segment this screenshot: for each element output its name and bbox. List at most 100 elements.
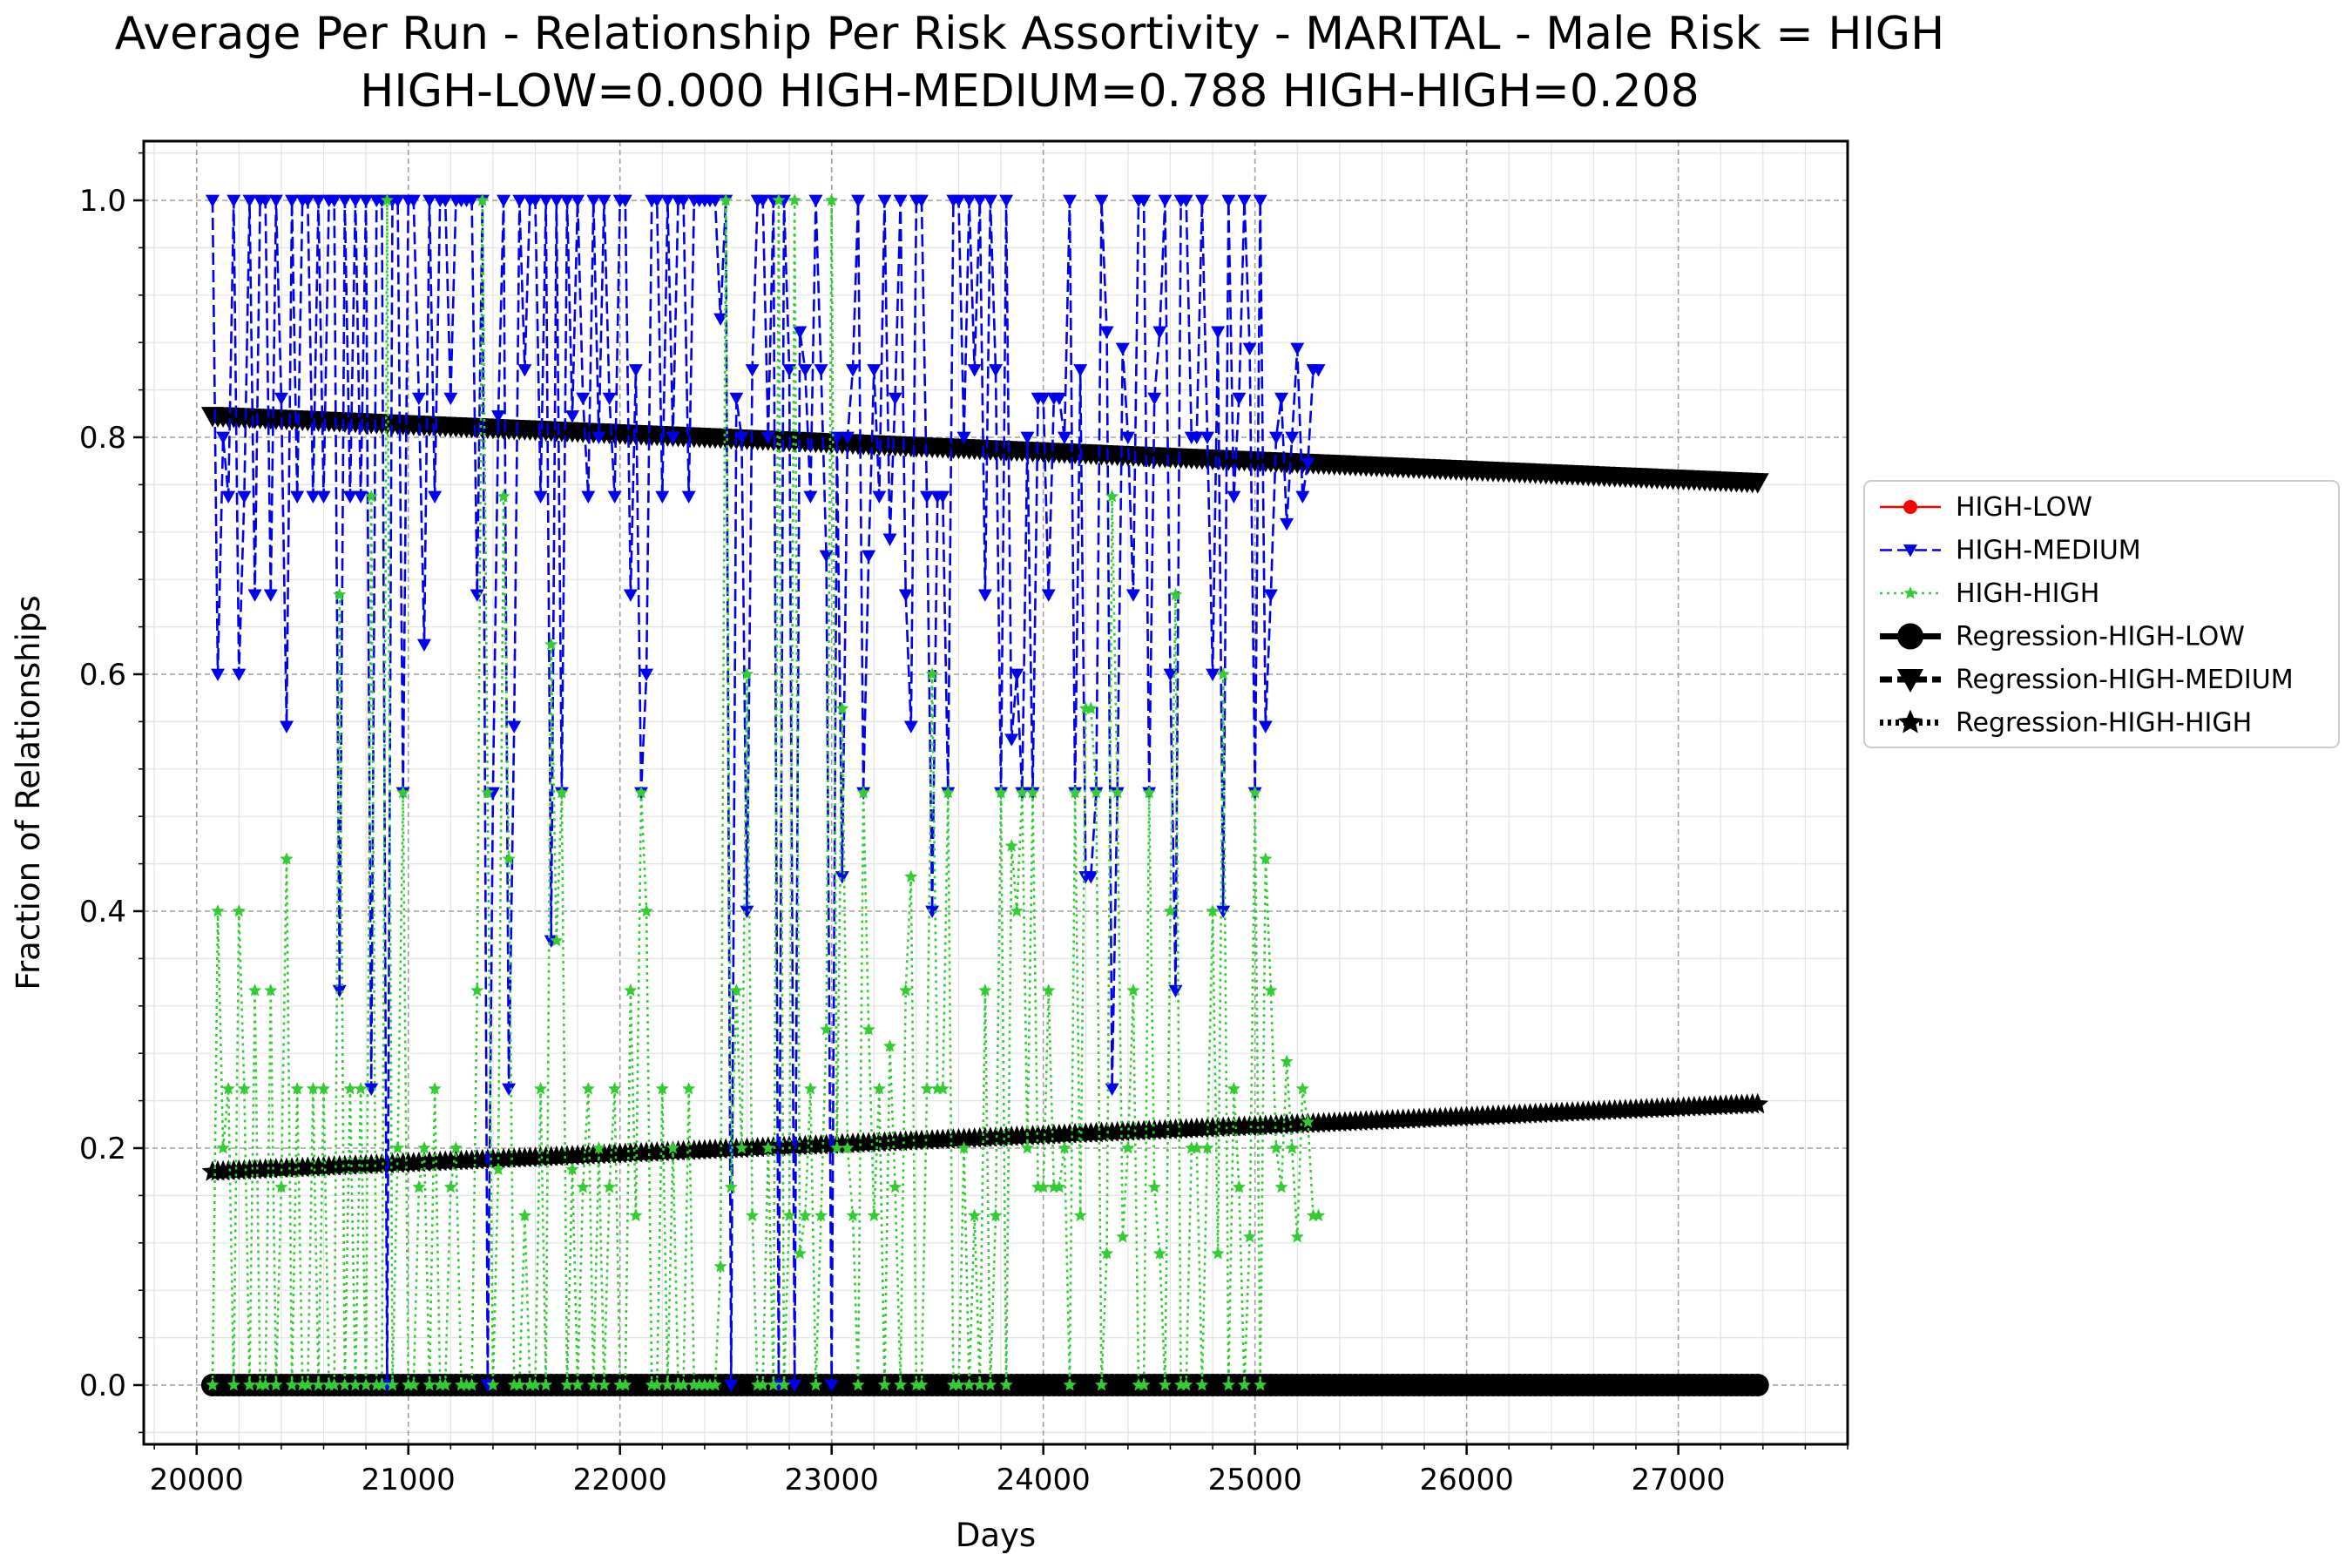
data-point — [999, 194, 1014, 207]
data-point — [1004, 733, 1019, 747]
y-tick-label: 0.8 — [79, 421, 126, 456]
data-point — [681, 490, 696, 504]
data-point — [956, 1141, 971, 1154]
data-point — [713, 313, 728, 326]
chart-subtitle: HIGH-LOW=0.000 HIGH-MEDIUM=0.788 HIGH-HI… — [360, 65, 1699, 118]
x-tick-label: 21000 — [362, 1463, 456, 1497]
data-point — [1063, 1378, 1077, 1391]
data-point — [565, 410, 580, 423]
data-point — [867, 364, 882, 377]
regression-point — [1747, 1092, 1769, 1114]
data-point — [999, 1378, 1013, 1391]
data-point — [1089, 786, 1103, 799]
data-point — [977, 589, 992, 602]
data-point — [608, 1082, 622, 1095]
data-point — [285, 194, 300, 207]
data-point — [211, 904, 225, 917]
data-point — [772, 193, 786, 206]
data-point — [306, 490, 321, 504]
data-point — [729, 983, 743, 997]
data-point — [1211, 1247, 1225, 1260]
data-point — [1020, 431, 1035, 444]
data-point — [820, 1023, 834, 1036]
data-point — [581, 1082, 595, 1095]
data-point — [862, 550, 876, 563]
x-axis-label: Days — [956, 1517, 1036, 1554]
data-point — [1147, 392, 1162, 406]
data-point — [1094, 194, 1109, 207]
data-point — [359, 194, 374, 207]
data-point — [338, 1378, 352, 1391]
data-point — [1285, 1141, 1299, 1154]
data-point — [967, 364, 982, 377]
data-point — [586, 194, 601, 207]
data-point — [746, 1208, 760, 1221]
data-point — [1200, 1141, 1214, 1154]
x-tick-label: 23000 — [785, 1463, 879, 1497]
data-point — [650, 194, 665, 207]
data-point — [538, 194, 553, 207]
data-point — [1152, 1247, 1166, 1260]
series-line — [211, 199, 1319, 1387]
data-point — [1042, 983, 1056, 997]
data-point — [872, 1082, 886, 1095]
regression-point — [1746, 473, 1769, 494]
data-point — [1100, 1247, 1114, 1260]
data-point — [375, 1378, 389, 1391]
data-point — [899, 983, 913, 997]
data-point — [708, 1378, 722, 1391]
data-point — [893, 194, 908, 207]
data-point — [973, 1378, 987, 1391]
data-point — [914, 194, 929, 207]
data-point — [597, 194, 612, 207]
legend: HIGH-LOW HIGH-MEDIUM HIGH-HIGH Regression-H… — [1863, 480, 2340, 748]
data-point — [1216, 905, 1231, 918]
data-point — [1115, 342, 1130, 355]
legend-swatch-marker — [1903, 544, 1917, 558]
data-point — [925, 667, 939, 680]
data-point — [528, 194, 543, 207]
data-point — [1010, 904, 1024, 917]
data-point — [1253, 194, 1267, 207]
data-point — [745, 364, 760, 377]
data-point — [1020, 1141, 1035, 1154]
data-point — [396, 786, 410, 799]
data-point — [1158, 1378, 1172, 1391]
data-point — [719, 193, 733, 206]
legend-item: Regression-HIGH-MEDIUM — [1880, 665, 2294, 695]
data-point — [342, 490, 357, 504]
data-point — [1200, 431, 1214, 444]
data-point — [898, 589, 913, 602]
data-point — [1116, 1230, 1130, 1243]
data-point — [814, 364, 828, 377]
data-point — [1274, 392, 1289, 406]
data-point — [1216, 667, 1230, 680]
data-point — [586, 1378, 600, 1391]
data-point — [787, 1379, 802, 1392]
data-point — [808, 1378, 823, 1391]
legend-label: HIGH-HIGH — [1956, 578, 2099, 609]
data-point — [951, 194, 966, 207]
data-point — [1295, 1082, 1309, 1095]
data-point — [1190, 1141, 1204, 1154]
data-point — [550, 934, 564, 947]
data-point — [416, 639, 431, 652]
x-tick-label: 24000 — [997, 1463, 1091, 1497]
data-point — [258, 194, 273, 207]
data-point — [311, 194, 326, 207]
data-point — [618, 194, 632, 207]
data-point — [824, 1379, 839, 1392]
data-point — [221, 490, 236, 504]
y-tick-label: 0.6 — [79, 658, 126, 693]
data-point — [428, 490, 443, 504]
x-tick-label: 22000 — [573, 1463, 667, 1497]
data-point — [1121, 1141, 1135, 1154]
data-point — [877, 194, 892, 207]
data-point — [269, 1378, 283, 1391]
data-point — [994, 786, 1008, 799]
data-point — [1258, 720, 1273, 733]
data-point — [835, 871, 849, 884]
data-point — [915, 1378, 929, 1391]
data-point — [767, 1378, 781, 1391]
